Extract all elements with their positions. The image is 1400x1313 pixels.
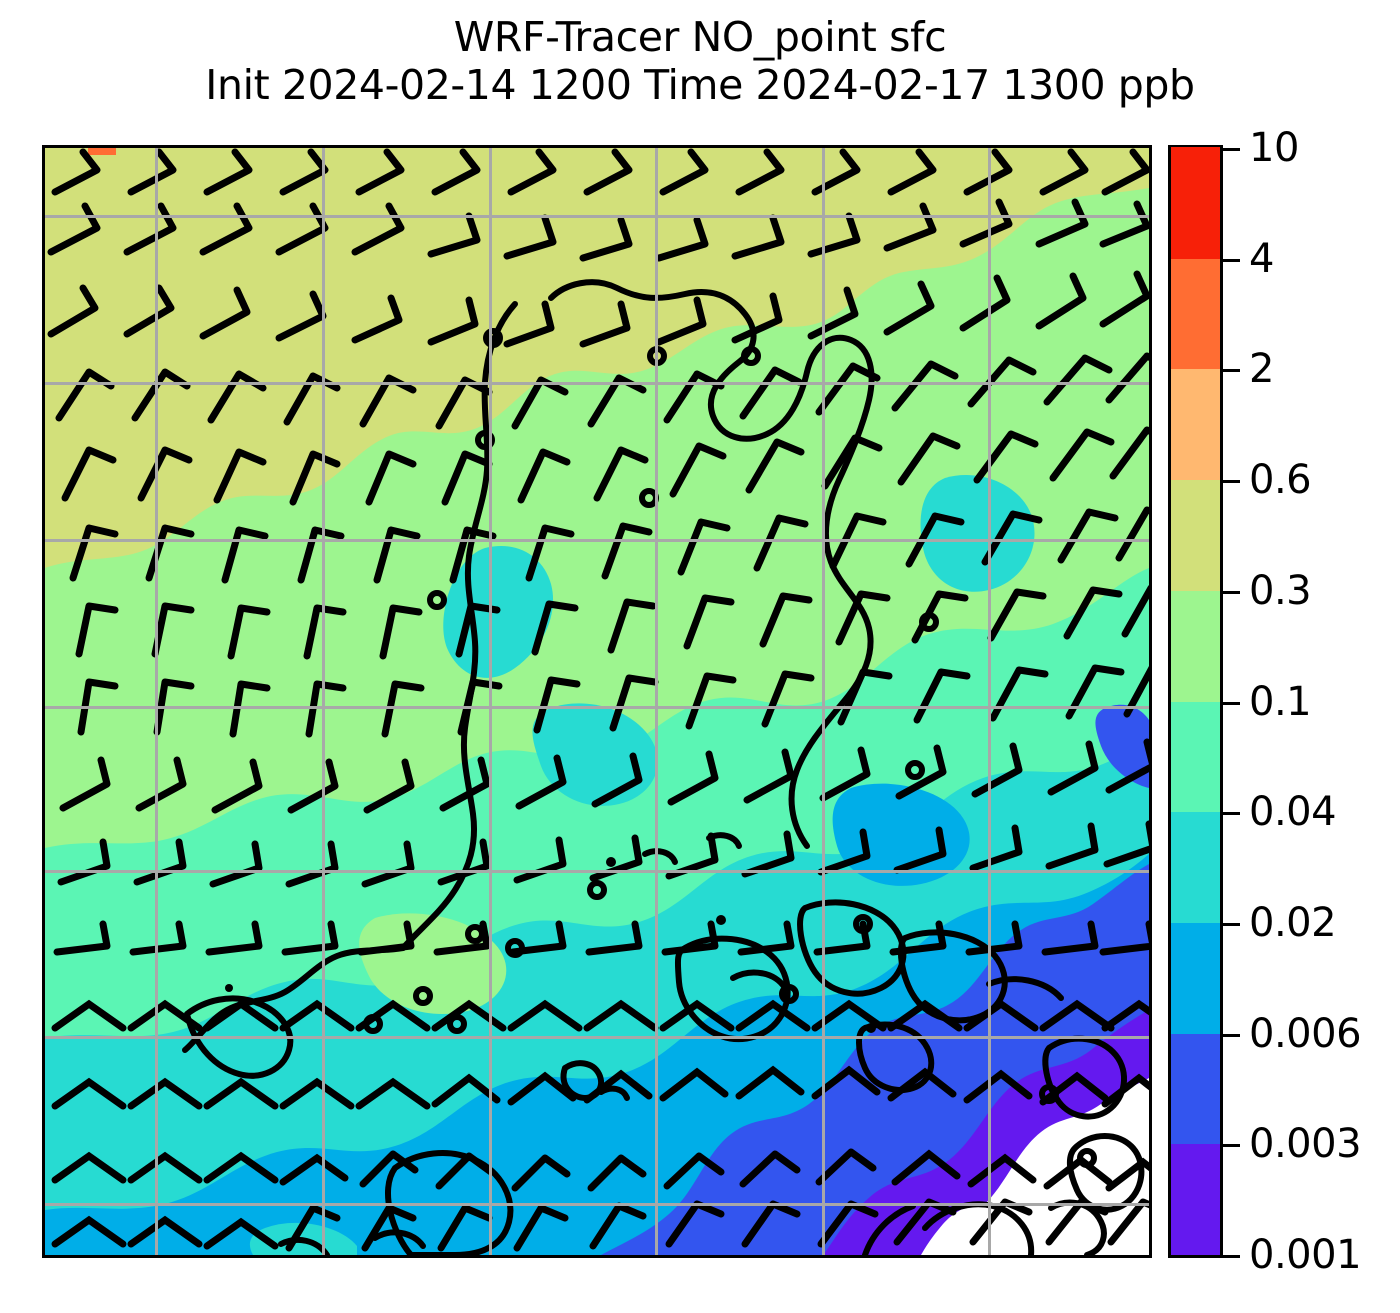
colorbar-band-0.6-2: [1171, 368, 1220, 481]
gridline-horizontal: [45, 870, 1149, 873]
gridline-vertical: [155, 148, 158, 1255]
colorbar-tick-0.1: [1223, 701, 1240, 705]
colorbar-band-0.3-0.6: [1171, 479, 1220, 591]
gridline-horizontal: [45, 539, 1149, 542]
colorbar-tick-labels: 0.001 0.003 0.006 0.02 0.04 0.1 0.3 0.6 2 4 10: [1223, 125, 1393, 1278]
colorbar-tick-0.02: [1223, 922, 1240, 926]
gridline-horizontal: [45, 1036, 1149, 1039]
gridline-horizontal: [45, 215, 1149, 218]
gridline-horizontal: [45, 382, 1149, 385]
colorbar-label-4: 4: [1249, 235, 1274, 282]
colorbar-label-0.3: 0.3: [1249, 567, 1312, 614]
wind-barb-layer: [47, 148, 1149, 1252]
colorbar-tick-0.04: [1223, 812, 1240, 816]
title-line-times: Init 2024-02-14 1200 Time 2024-02-17 130…: [205, 60, 1195, 109]
colorbar-band-4-10: [1171, 147, 1220, 259]
colorbar-label-0.006: 0.006: [1249, 1010, 1362, 1057]
gridline-horizontal: [45, 706, 1149, 709]
station-dot-layer: [225, 857, 876, 1033]
colorbar-band-0.003-0.006: [1171, 1033, 1220, 1145]
colorbar-label-10: 10: [1249, 125, 1299, 171]
gridline-vertical: [988, 148, 991, 1255]
colorbar-label-0.02: 0.02: [1249, 899, 1337, 946]
colorbar-label-0.1: 0.1: [1249, 678, 1312, 725]
colorbar-band-2-4: [1171, 258, 1220, 370]
gridline-horizontal: [45, 1203, 1149, 1206]
colorbar-label-2: 2: [1249, 346, 1274, 393]
colorbar-tick-10: [1223, 148, 1240, 151]
gridline-vertical: [822, 148, 825, 1255]
colorbar[interactable]: [1168, 145, 1223, 1258]
gridline-vertical: [322, 148, 325, 1255]
colorbar-tick-0.001: [1223, 1255, 1240, 1258]
map-plot-area[interactable]: [42, 145, 1152, 1258]
colorbar-tick-4: [1223, 258, 1240, 262]
contour-band-0.6-2-hotspot: [88, 148, 116, 155]
colorbar-label-0.003: 0.003: [1249, 1121, 1362, 1168]
colorbar-band-0.006-0.02: [1171, 922, 1220, 1034]
colorbar-label-0.04: 0.04: [1249, 789, 1337, 836]
gridline-vertical: [489, 148, 492, 1255]
colorbar-tick-0.006: [1223, 1033, 1240, 1037]
colorbar-tick-0.3: [1223, 590, 1240, 594]
figure-title: WRF-Tracer NO_point sfc Init 2024-02-14 …: [0, 13, 1400, 109]
colorbar-band-0.02-0.04: [1171, 811, 1220, 923]
gridline-vertical: [655, 148, 658, 1255]
colorbar-tick-2: [1223, 369, 1240, 373]
colorbar-tick-0.003: [1223, 1144, 1240, 1148]
map-clip: [45, 148, 1149, 1255]
colorbar-band-0.04-0.1: [1171, 700, 1220, 813]
colorbar-label-0.6: 0.6: [1249, 457, 1312, 504]
colorbar-tick-0.6: [1223, 480, 1240, 484]
colorbar-band-0.1-0.3: [1171, 590, 1220, 702]
map-contour-and-overlay-svg: [45, 148, 1149, 1255]
colorbar-label-0.001: 0.001: [1249, 1232, 1362, 1278]
colorbar-band-0.001-0.003: [1171, 1143, 1220, 1255]
title-line-variable: WRF-Tracer NO_point sfc: [453, 13, 947, 61]
contour-band-0.3-0.6: [45, 148, 1149, 568]
